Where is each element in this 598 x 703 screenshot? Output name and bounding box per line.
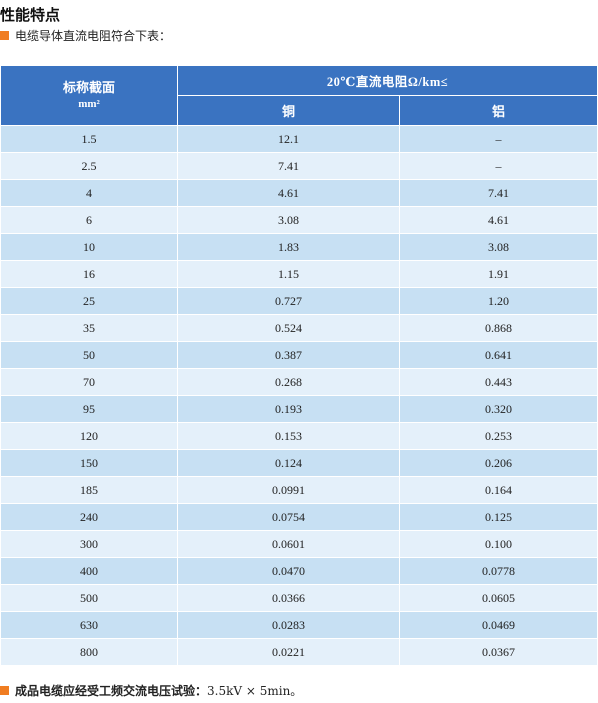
- section-cell: 50: [0, 341, 178, 369]
- section-cell: 630: [0, 611, 178, 639]
- table-row: 6 3.08 4.61: [0, 206, 598, 234]
- section-cell: 400: [0, 557, 178, 585]
- section-cell: 95: [0, 395, 178, 423]
- copper-cell: 0.268: [177, 368, 400, 396]
- table-row: 25 0.727 1.20: [0, 287, 598, 315]
- table-row: 70 0.268 0.443: [0, 368, 598, 396]
- copper-header: 铜: [177, 95, 400, 126]
- section-cell: 150: [0, 449, 178, 477]
- section-cell: 120: [0, 422, 178, 450]
- copper-cell: 1.15: [177, 260, 400, 288]
- aluminum-cell: 0.0605: [399, 584, 598, 612]
- section-cell: 70: [0, 368, 178, 396]
- footer-value: 3.5kV × 5min。: [207, 684, 303, 698]
- copper-cell: 0.0221: [177, 638, 400, 666]
- aluminum-cell: 1.91: [399, 260, 598, 288]
- table-row: 500 0.0366 0.0605: [0, 584, 598, 612]
- aluminum-cell: 0.320: [399, 395, 598, 423]
- aluminum-cell: –: [399, 125, 598, 153]
- table-row: 10 1.83 3.08: [0, 233, 598, 261]
- copper-cell: 0.524: [177, 314, 400, 342]
- aluminum-cell: 0.253: [399, 422, 598, 450]
- aluminum-cell: 0.100: [399, 530, 598, 558]
- aluminum-cell: 0.443: [399, 368, 598, 396]
- copper-cell: 0.387: [177, 341, 400, 369]
- table-row: 400 0.0470 0.0778: [0, 557, 598, 585]
- aluminum-cell: 0.868: [399, 314, 598, 342]
- copper-cell: 0.0601: [177, 530, 400, 558]
- table-row: 35 0.524 0.868: [0, 314, 598, 342]
- section-title: 性能特点: [0, 6, 61, 24]
- intro-text: 电缆导体直流电阻符合下表：: [15, 29, 172, 43]
- section-cell: 240: [0, 503, 178, 531]
- section-cell: 25: [0, 287, 178, 315]
- intro-line: 电缆导体直流电阻符合下表：: [0, 27, 171, 44]
- section-cell: 185: [0, 476, 178, 504]
- copper-cell: 0.193: [177, 395, 400, 423]
- footer-line: 成品电缆应经受工频交流电压试验： 3.5kV × 5min。: [0, 682, 302, 699]
- aluminum-cell: 7.41: [399, 179, 598, 207]
- aluminum-cell: –: [399, 152, 598, 180]
- aluminum-cell: 0.164: [399, 476, 598, 504]
- aluminum-cell: 0.0367: [399, 638, 598, 666]
- section-cell: 4: [0, 179, 178, 207]
- aluminum-cell: 0.0469: [399, 611, 598, 639]
- copper-cell: 7.41: [177, 152, 400, 180]
- resistance-table: 标称截面 mm² 20℃直流电阻Ω/km≤ 铜 铝 1.5 12.1–2.5 7.4…: [0, 65, 598, 666]
- nominal-section-header-label: 标称截面: [62, 79, 115, 95]
- section-cell: 1.5: [0, 125, 178, 153]
- aluminum-cell: 0.125: [399, 503, 598, 531]
- table-row: 240 0.0754 0.125: [0, 503, 598, 531]
- table-row: 630 0.0283 0.0469: [0, 611, 598, 639]
- orange-square-bullet-icon: [0, 686, 9, 695]
- copper-cell: 0.0366: [177, 584, 400, 612]
- aluminum-header: 铝: [399, 95, 598, 126]
- copper-cell: 12.1: [177, 125, 400, 153]
- section-cell: 2.5: [0, 152, 178, 180]
- section-cell: 500: [0, 584, 178, 612]
- aluminum-cell: 4.61: [399, 206, 598, 234]
- resistance-header: 20℃直流电阻Ω/km≤: [177, 65, 598, 96]
- section-cell: 6: [0, 206, 178, 234]
- aluminum-cell: 3.08: [399, 233, 598, 261]
- copper-cell: 1.83: [177, 233, 400, 261]
- table-row: 150 0.124 0.206: [0, 449, 598, 477]
- copper-cell: 0.0470: [177, 557, 400, 585]
- section-cell: 16: [0, 260, 178, 288]
- table-row: 1.5 12.1–: [0, 125, 598, 153]
- aluminum-cell: 0.641: [399, 341, 598, 369]
- table-row: 4 4.61 7.41: [0, 179, 598, 207]
- aluminum-cell: 0.206: [399, 449, 598, 477]
- table-body: 1.5 12.1–2.5 7.41–4 4.61 7.41 6 3.08 4.61 10 1.83…: [0, 125, 598, 666]
- orange-square-bullet-icon: [0, 31, 9, 40]
- section-cell: 10: [0, 233, 178, 261]
- table-row: 50 0.387 0.641: [0, 341, 598, 369]
- table-row: 95 0.193 0.320: [0, 395, 598, 423]
- copper-cell: 0.0754: [177, 503, 400, 531]
- table-row: 2.5 7.41–: [0, 152, 598, 180]
- aluminum-cell: 1.20: [399, 287, 598, 315]
- table-row: 120 0.153 0.253: [0, 422, 598, 450]
- nominal-section-header-unit: mm²: [78, 97, 100, 110]
- section-cell: 800: [0, 638, 178, 666]
- copper-cell: 0.0283: [177, 611, 400, 639]
- copper-cell: 0.124: [177, 449, 400, 477]
- table-row: 800 0.0221 0.0367: [0, 638, 598, 666]
- copper-cell: 3.08: [177, 206, 400, 234]
- table-row: 300 0.0601 0.100: [0, 530, 598, 558]
- aluminum-cell: 0.0778: [399, 557, 598, 585]
- copper-cell: 4.61: [177, 179, 400, 207]
- section-cell: 300: [0, 530, 178, 558]
- copper-cell: 0.0991: [177, 476, 400, 504]
- copper-cell: 0.153: [177, 422, 400, 450]
- table-row: 185 0.0991 0.164: [0, 476, 598, 504]
- copper-cell: 0.727: [177, 287, 400, 315]
- section-cell: 35: [0, 314, 178, 342]
- nominal-section-header: 标称截面 mm²: [0, 65, 178, 126]
- footer-label: 成品电缆应经受工频交流电压试验：: [15, 684, 208, 698]
- table-row: 16 1.15 1.91: [0, 260, 598, 288]
